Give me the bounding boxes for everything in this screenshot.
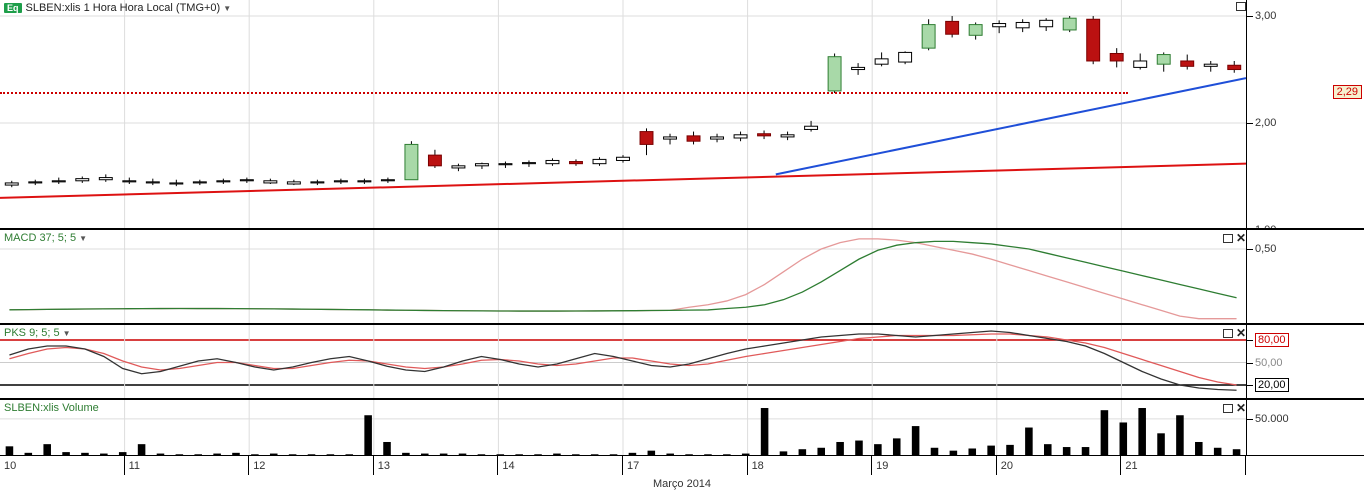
price-panel-title-group: Eq SLBEN:xlis 1 Hora Hora Local (TMG+0) … <box>4 2 231 14</box>
trading-chart-window: Eq SLBEN:xlis 1 Hora Hora Local (TMG+0) … <box>0 0 1364 485</box>
xaxis-day-label-10: 10 <box>0 456 125 475</box>
volume-y-axis: 50.000 <box>1246 400 1364 455</box>
xaxis-day-label-14: 14 <box>498 456 623 475</box>
volume-panel: SLBEN:xlis Volume ✕ 50.000 <box>0 400 1364 455</box>
pks-plot-area <box>0 325 1246 398</box>
macd-panel-title: MACD 37; 5; 5 <box>4 232 76 244</box>
pks-panel: PKS 9; 5; 5 ▼ ✕ 80,00 50,00 20,00 <box>0 325 1364 400</box>
macd-title-dropdown-caret-icon[interactable]: ▼ <box>79 234 87 243</box>
price-title-dropdown-caret-icon[interactable]: ▼ <box>223 4 231 13</box>
volume-panel-title: SLBEN:xlis Volume <box>4 402 99 414</box>
reference-price-dotted-line <box>0 92 1128 94</box>
price-panel: Eq SLBEN:xlis 1 Hora Hora Local (TMG+0) … <box>0 0 1364 230</box>
volume-plot-area <box>0 400 1246 455</box>
price-panel-controls <box>1236 2 1246 11</box>
volume-panel-restore-icon[interactable] <box>1223 404 1233 413</box>
xaxis-day-label-19: 19 <box>872 456 997 475</box>
xaxis-day-label-12: 12 <box>249 456 374 475</box>
macd-y-axis: 0,50 <box>1246 230 1364 323</box>
pks-title-dropdown-caret-icon[interactable]: ▼ <box>63 329 71 338</box>
pks-panel-restore-icon[interactable] <box>1223 329 1233 338</box>
price-candlestick-svg <box>0 0 1246 230</box>
xaxis-day-label-11: 11 <box>125 456 250 475</box>
xaxis-day-label-20: 20 <box>997 456 1122 475</box>
price-panel-restore-icon[interactable] <box>1236 2 1246 11</box>
current-price-badge: 2,29 <box>1333 85 1362 99</box>
macd-panel-title-group: MACD 37; 5; 5 ▼ <box>4 232 87 244</box>
pks-panel-title: PKS 9; 5; 5 <box>4 327 60 339</box>
price-y-axis: 3,00 2,00 1,00 2,29 <box>1246 0 1364 228</box>
volume-bars-svg <box>0 400 1246 455</box>
pks-lines-svg <box>0 325 1246 400</box>
macd-y-tick-label: 0,50 <box>1255 243 1276 255</box>
price-y-tick-label: 3,00 <box>1255 10 1276 22</box>
pks-y-axis: 80,00 50,00 20,00 <box>1246 325 1364 398</box>
xaxis-day-label-18: 18 <box>748 456 873 475</box>
macd-panel: MACD 37; 5; 5 ▼ ✕ 0,50 <box>0 230 1364 325</box>
macd-lines-svg <box>0 230 1246 325</box>
macd-panel-close-icon[interactable]: ✕ <box>1236 232 1246 244</box>
pks-panel-title-group: PKS 9; 5; 5 ▼ <box>4 327 71 339</box>
xaxis-day-label-13: 13 <box>374 456 499 475</box>
pks-y-tick-label: 80,00 <box>1255 333 1289 347</box>
xaxis-day-label-17: 17 <box>623 456 748 475</box>
macd-panel-restore-icon[interactable] <box>1223 234 1233 243</box>
pks-y-tick-label: 20,00 <box>1255 378 1289 392</box>
macd-panel-controls: ✕ <box>1223 232 1246 244</box>
volume-panel-title-group: SLBEN:xlis Volume <box>4 402 99 414</box>
pks-panel-controls: ✕ <box>1223 327 1246 339</box>
eq-icon[interactable]: Eq <box>4 3 22 13</box>
volume-panel-controls: ✕ <box>1223 402 1246 414</box>
volume-y-tick-label: 50.000 <box>1255 413 1289 425</box>
pks-y-tick-label: 50,00 <box>1255 357 1283 369</box>
xaxis-day-label-21: 21 <box>1121 456 1246 475</box>
xaxis-day-row: 10 11 12 13 14 17 18 19 20 21 <box>0 455 1364 475</box>
price-panel-title: SLBEN:xlis 1 Hora Hora Local (TMG+0) <box>26 2 221 14</box>
pks-panel-close-icon[interactable]: ✕ <box>1236 327 1246 339</box>
xaxis-month-label: Março 2014 <box>0 475 1364 493</box>
macd-plot-area <box>0 230 1246 323</box>
price-y-tick-label: 2,00 <box>1255 117 1276 129</box>
volume-panel-close-icon[interactable]: ✕ <box>1236 402 1246 414</box>
price-plot-area <box>0 0 1246 228</box>
